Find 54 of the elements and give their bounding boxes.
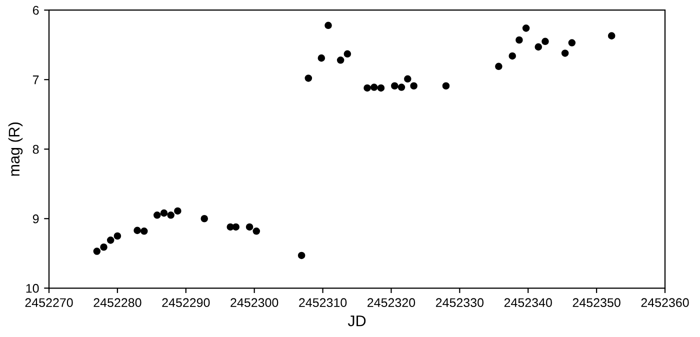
y-tick-label: 8	[32, 144, 39, 154]
point	[404, 75, 412, 83]
point	[344, 50, 352, 58]
point	[160, 209, 168, 217]
point	[324, 22, 332, 30]
point	[100, 243, 108, 251]
x-tick-label: 2452270	[25, 298, 73, 308]
point	[410, 82, 418, 90]
point	[246, 223, 254, 231]
point	[534, 43, 542, 51]
x-tick-label: 2452360	[641, 298, 689, 308]
point	[542, 38, 549, 46]
point	[134, 226, 141, 234]
point	[508, 52, 516, 60]
x-tick-label: 2452300	[230, 298, 278, 308]
point	[304, 74, 312, 82]
point	[93, 248, 101, 255]
point	[252, 228, 260, 235]
point	[114, 232, 122, 240]
point	[561, 50, 569, 57]
point	[377, 84, 385, 92]
point	[232, 223, 240, 231]
y-tick-label: 9	[32, 214, 39, 224]
x-tick-label: 2452340	[504, 298, 552, 308]
y-axis-title: mag (R)	[8, 122, 23, 176]
x-tick-label: 2452330	[436, 298, 484, 308]
point	[608, 32, 616, 40]
point	[200, 214, 208, 222]
point	[298, 252, 306, 260]
point	[442, 82, 450, 90]
point	[174, 207, 182, 215]
x-tick-label: 2452320	[368, 298, 416, 308]
point	[336, 56, 344, 64]
point	[318, 54, 326, 62]
point	[154, 212, 161, 219]
point	[106, 236, 114, 244]
x-tick-label: 2452350	[572, 298, 620, 308]
x-axis-title: JD	[348, 316, 366, 326]
point	[398, 84, 406, 91]
x-tick-label: 2452290	[162, 298, 210, 308]
x-tick-label: 2452310	[299, 298, 347, 308]
point	[167, 212, 174, 219]
point	[370, 84, 378, 91]
point	[568, 39, 576, 46]
point	[516, 36, 523, 44]
point	[364, 84, 371, 92]
x-tick-label: 2452280	[94, 298, 142, 308]
y-tick-label: 6	[32, 6, 39, 15]
y-tick-label: 7	[32, 76, 39, 84]
y-tick-label: 10	[26, 284, 39, 293]
point	[522, 24, 530, 32]
point	[140, 228, 148, 235]
point	[495, 62, 502, 70]
point	[391, 82, 398, 90]
